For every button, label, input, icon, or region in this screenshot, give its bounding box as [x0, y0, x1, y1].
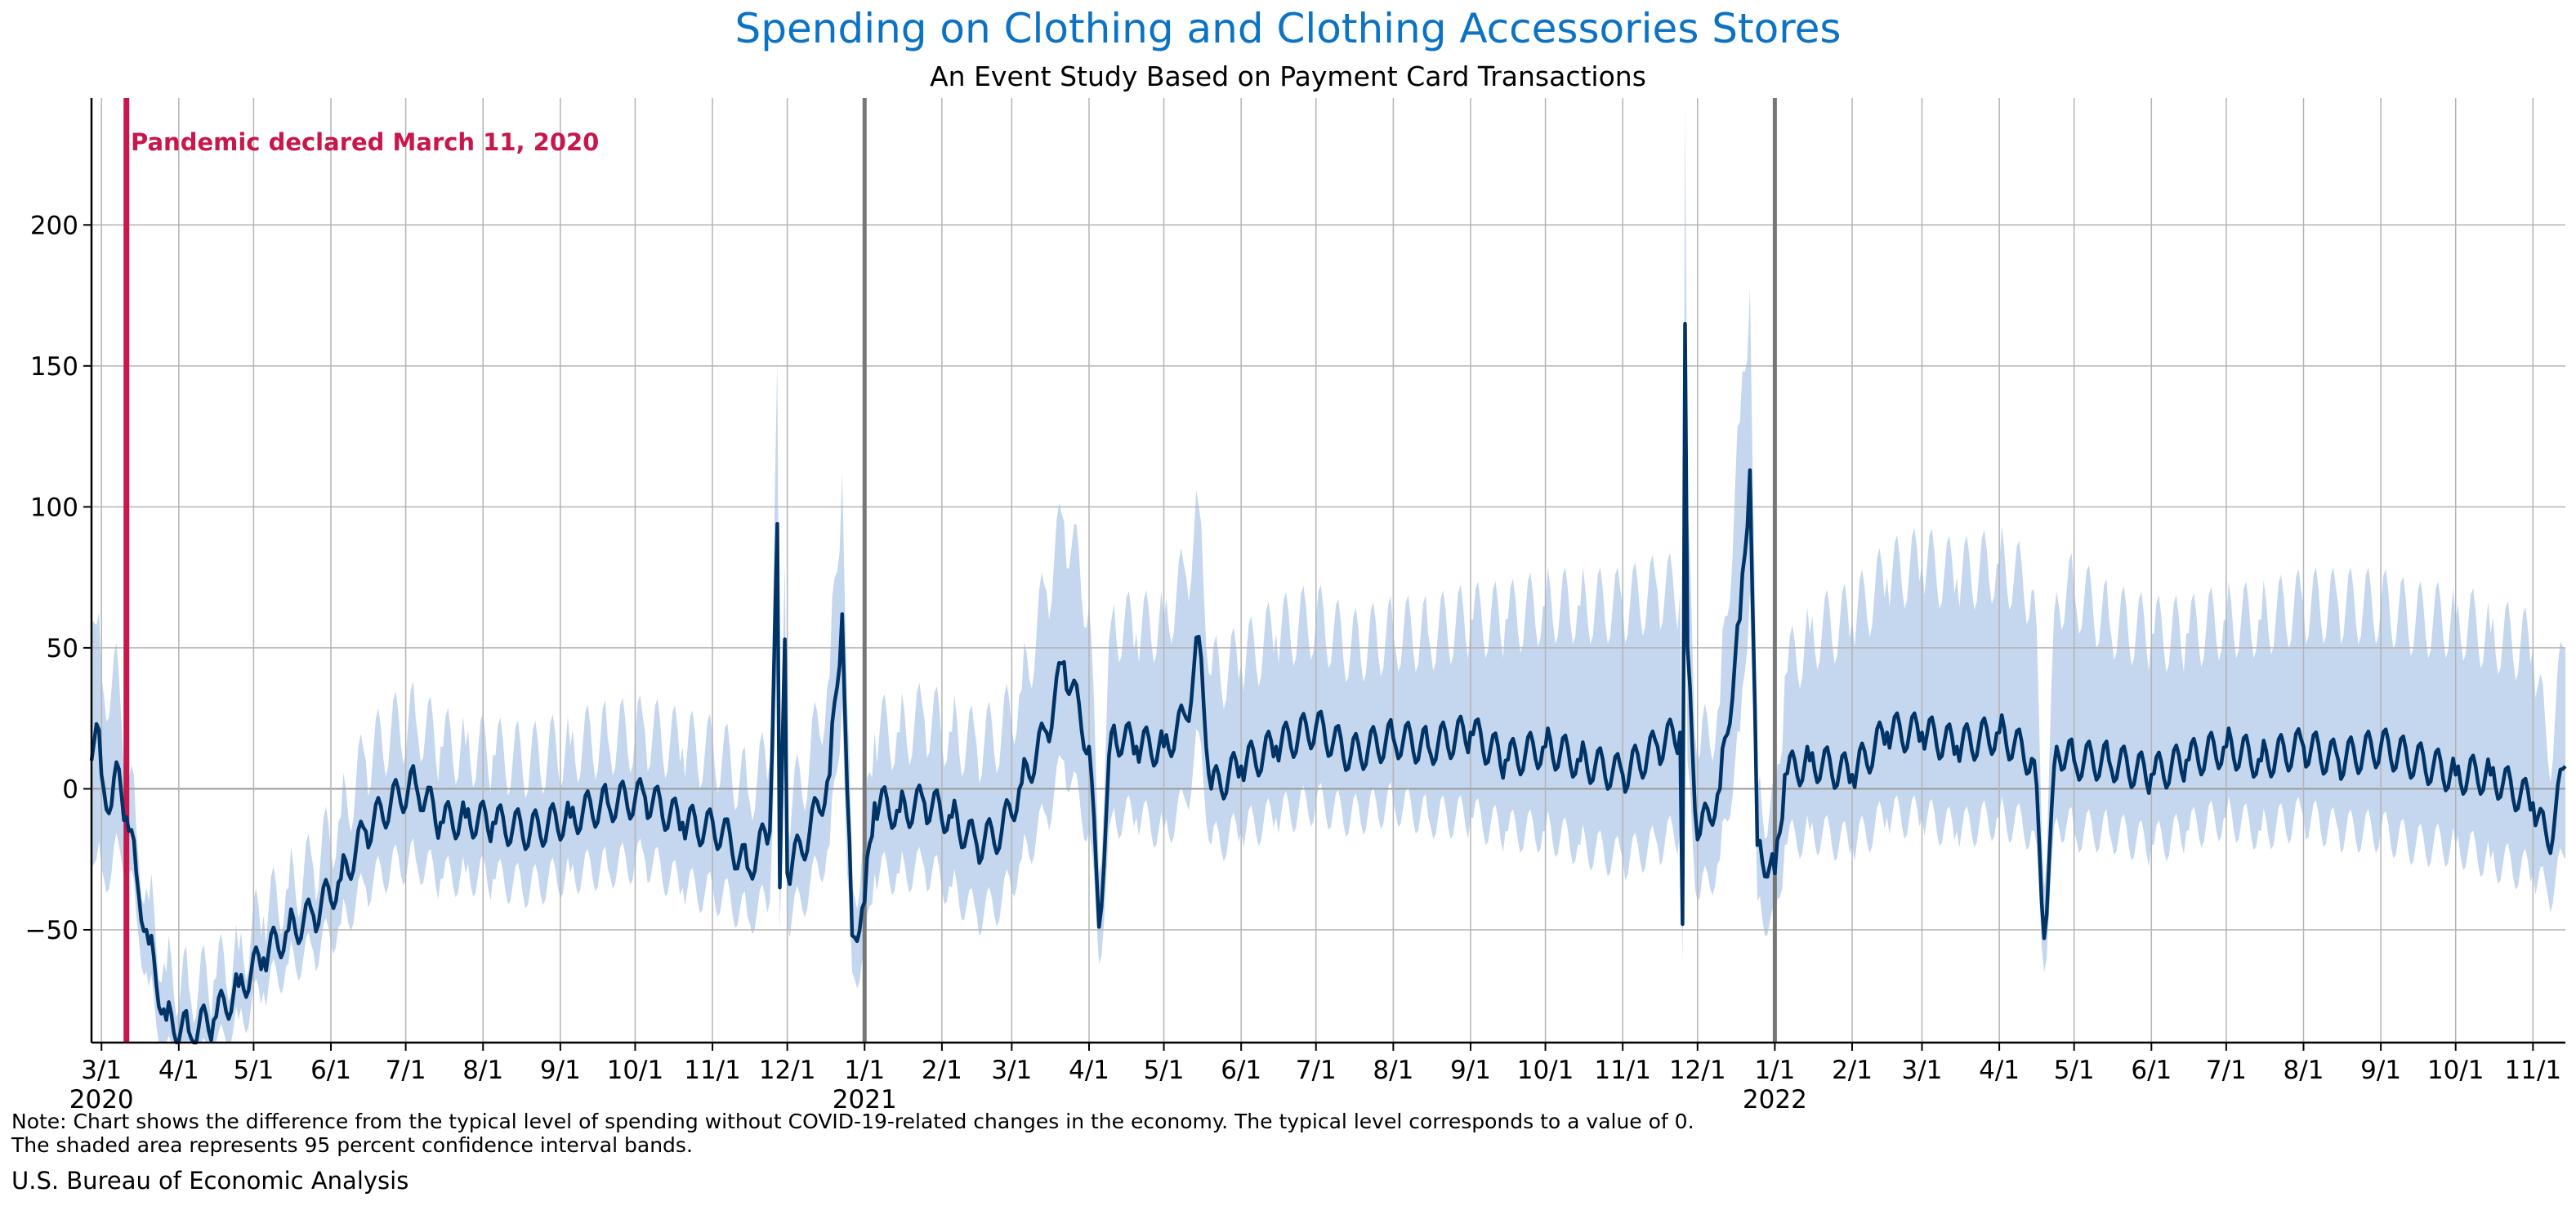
note-line-2: The shaded area represents 95 percent co…	[11, 1133, 693, 1157]
y-tick-label: 100	[30, 493, 78, 522]
chart-subtitle: An Event Study Based on Payment Card Tra…	[930, 60, 1646, 92]
chart-title: Spending on Clothing and Clothing Access…	[734, 5, 1842, 52]
grid-layer	[92, 98, 2565, 1043]
x-tick-label: 5/1	[1144, 1056, 1185, 1085]
x-tick-label: 7/1	[386, 1056, 426, 1085]
x-tick-label: 2/1	[922, 1056, 962, 1085]
confidence-band-layer	[92, 103, 2565, 1043]
x-year-label: 2021	[833, 1085, 897, 1114]
y-tick-label: 0	[62, 775, 78, 804]
x-tick-label: 10/1	[1517, 1056, 1574, 1085]
series-line-layer	[89, 321, 2567, 1045]
x-tick-label: 4/1	[1979, 1056, 2020, 1085]
x-tick-label: 4/1	[1069, 1056, 1109, 1085]
x-tick-label: 11/1	[684, 1056, 741, 1085]
event-marker-layer	[123, 98, 1777, 1043]
x-year-label: 2020	[69, 1085, 134, 1114]
source-credit: U.S. Bureau of Economic Analysis	[11, 1167, 409, 1195]
x-tick-label: 6/1	[310, 1056, 351, 1085]
x-tick-label: 10/1	[2427, 1056, 2484, 1085]
x-tick-label: 9/1	[1450, 1056, 1491, 1085]
x-tick-label: 10/1	[607, 1056, 664, 1085]
x-tick-label: 6/1	[1221, 1056, 1261, 1085]
axis-layer	[83, 98, 2565, 1051]
x-tick-label: 12/1	[1669, 1056, 1726, 1085]
x-tick-label: 3/1	[81, 1056, 122, 1085]
x-tick-label: 8/1	[2284, 1056, 2324, 1085]
y-tick-label: 200	[30, 211, 78, 240]
x-tick-label: 12/1	[759, 1056, 816, 1085]
x-tick-label: 9/1	[540, 1056, 581, 1085]
x-tick-label: 1/1	[844, 1056, 885, 1085]
pandemic-annotation: Pandemic declared March 11, 2020	[131, 128, 599, 156]
x-tick-label: 6/1	[2131, 1056, 2172, 1085]
x-tick-label: 5/1	[233, 1056, 274, 1085]
x-tick-label: 11/1	[1594, 1056, 1651, 1085]
x-tick-label: 8/1	[462, 1056, 503, 1085]
x-tick-label: 7/1	[1296, 1056, 1337, 1085]
x-tick-label: 7/1	[2206, 1056, 2247, 1085]
y-tick-label: −50	[25, 916, 78, 945]
y-tick-label: 150	[30, 352, 78, 382]
x-tick-label: 5/1	[2054, 1056, 2095, 1085]
chart-note: Note: Chart shows the difference from th…	[11, 1110, 1694, 1157]
note-line-1: Note: Chart shows the difference from th…	[11, 1110, 1694, 1133]
x-tick-label: 3/1	[991, 1056, 1032, 1085]
x-tick-label: 2/1	[1832, 1056, 1873, 1085]
spending-line	[89, 321, 2567, 1045]
x-tick-label: 8/1	[1373, 1056, 1413, 1085]
confidence-band	[92, 103, 2565, 1043]
x-tick-label: 9/1	[2360, 1056, 2401, 1085]
x-tick-label: 11/1	[2505, 1056, 2562, 1085]
x-tick-label: 1/1	[1754, 1056, 1795, 1085]
x-year-label: 2022	[1743, 1085, 1807, 1114]
x-tick-label: 4/1	[158, 1056, 199, 1085]
y-tick-label: 50	[47, 634, 78, 663]
x-tick-label: 3/1	[1902, 1056, 1943, 1085]
